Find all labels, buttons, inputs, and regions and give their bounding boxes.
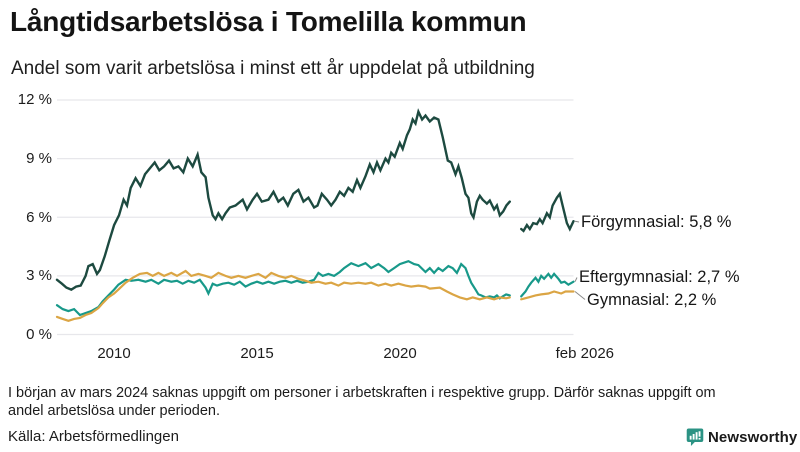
footnote-line-2: andel arbetslösa under perioden. bbox=[8, 403, 221, 419]
series-line-förgymnasial bbox=[520, 191, 575, 233]
x-axis-tick-2010: 2010 bbox=[97, 345, 131, 362]
series-line-eftergymnasial bbox=[55, 260, 511, 317]
series-line-gymnasial bbox=[520, 290, 575, 301]
y-axis-tick-3: 3 % bbox=[26, 267, 52, 284]
x-axis-tick-2015: 2015 bbox=[240, 345, 274, 362]
newsworthy-icon bbox=[686, 428, 704, 447]
y-axis-tick-9: 9 % bbox=[26, 150, 52, 167]
y-axis-tick-0: 0 % bbox=[26, 326, 52, 343]
series-label-eftergymnasial: Eftergymnasial: 2,7 % bbox=[579, 268, 740, 286]
label-connector-eftergymnasial bbox=[574, 277, 578, 282]
series-line-eftergymnasial bbox=[520, 272, 575, 298]
y-axis-tick-12: 12 % bbox=[17, 91, 52, 108]
newsworthy-logo[interactable]: Newsworthy bbox=[686, 428, 797, 447]
x-axis-tick-feb2026: feb 2026 bbox=[555, 345, 614, 362]
series-line-gymnasial bbox=[55, 269, 511, 322]
chart-subtitle: Andel som varit arbetslösa i minst ett å… bbox=[11, 58, 535, 79]
label-connector-gymnasial bbox=[574, 291, 586, 300]
series-line-förgymnasial bbox=[55, 108, 511, 291]
series-label-gymnasial: Gymnasial: 2,2 % bbox=[587, 290, 717, 309]
x-axis-tick-2020: 2020 bbox=[383, 345, 417, 362]
footnote-line-1: I början av mars 2024 saknas uppgift om … bbox=[8, 385, 716, 401]
label-connector-förgymnasial bbox=[574, 220, 580, 223]
series-label-forgymnasial: Förgymnasial: 5,8 % bbox=[581, 213, 732, 231]
newsworthy-wordmark: Newsworthy bbox=[708, 429, 798, 446]
page-title: Långtidsarbetslösa i Tomelilla kommun bbox=[10, 6, 527, 37]
source-credit: Källa: Arbetsförmedlingen bbox=[8, 428, 179, 445]
y-axis-tick-6: 6 % bbox=[26, 209, 52, 226]
